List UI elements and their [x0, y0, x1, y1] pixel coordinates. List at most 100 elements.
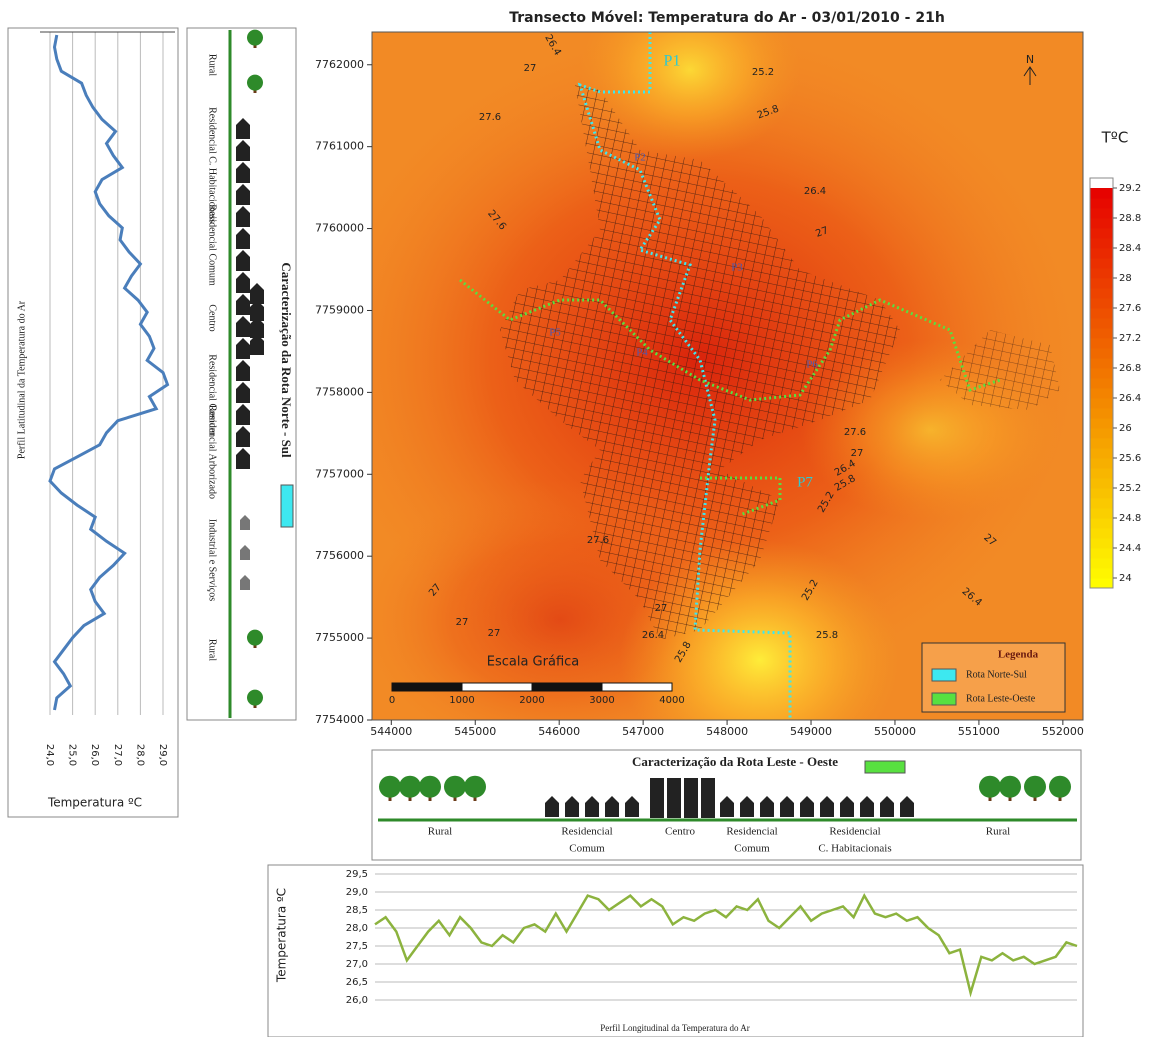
scale-label: 0	[389, 695, 395, 706]
colorbar-title: TºC	[1101, 129, 1129, 147]
x-tick-label: 548000	[706, 725, 748, 738]
north-arrow: N	[1026, 53, 1034, 66]
y-tick-label: 28,0	[346, 923, 368, 934]
zone-label: Residencial Arborizado	[207, 405, 218, 499]
contour-label: 25.2	[752, 67, 774, 78]
colorbar-segment	[1090, 248, 1113, 259]
x-tick-label: 549000	[790, 725, 832, 738]
figure: 26.42725.227.625.826.427.62727.62726.425…	[0, 0, 1150, 1037]
colorbar-segment	[1090, 488, 1113, 499]
y-tick-label: 7757000	[315, 467, 364, 480]
colorbar-segment	[1090, 218, 1113, 229]
contour-label: 27	[851, 448, 864, 459]
colorbar-segment	[1090, 418, 1113, 429]
pictogram-tree	[1049, 776, 1071, 798]
point-label: P7	[797, 474, 813, 490]
zone-label: Industrial e Serviços	[207, 519, 218, 601]
contour-label: 27	[524, 63, 537, 74]
colorbar-segment	[1090, 268, 1113, 279]
contour-label: 27.6	[844, 427, 866, 438]
contour-label: 27	[655, 603, 668, 614]
y-tick-label: 7760000	[315, 222, 364, 235]
scale-segment	[532, 683, 602, 691]
y-tick-label: 7762000	[315, 58, 364, 71]
pictogram-tree	[247, 630, 263, 646]
pictogram-tree	[399, 776, 421, 798]
y-tick-label: 27,0	[346, 959, 368, 970]
zone-label: Centro	[665, 826, 695, 838]
x-tick-label: 24,0	[44, 744, 55, 766]
scale-title: Escala Gráfica	[487, 655, 580, 670]
x-tick-label: 544000	[370, 725, 412, 738]
pictogram-tree	[1024, 776, 1046, 798]
axis-label: Temperatura ºC	[47, 796, 142, 810]
legend-swatch	[932, 669, 956, 681]
colorbar-label: 28.4	[1119, 243, 1141, 254]
colorbar-segment	[1090, 328, 1113, 339]
colorbar-segment	[1090, 468, 1113, 479]
colorbar-label: 26	[1119, 423, 1132, 434]
x-tick-label: 551000	[958, 725, 1000, 738]
point-label: P3	[731, 262, 743, 274]
point-label: P1	[664, 53, 681, 70]
x-tick-label: 545000	[454, 725, 496, 738]
y-tick-label: 7759000	[315, 303, 364, 316]
x-tick-label: 28,0	[134, 744, 145, 766]
colorbar-segment	[1090, 498, 1113, 509]
colorbar-segment	[1090, 478, 1113, 489]
colorbar-segment	[1090, 428, 1113, 439]
colorbar-label: 24.8	[1119, 513, 1141, 524]
colorbar-label: 26.4	[1119, 393, 1141, 404]
zone-label: Rural	[986, 826, 1010, 838]
colorbar-segment	[1090, 518, 1113, 529]
colorbar-label: 25.2	[1119, 483, 1141, 494]
contour-label: 27.6	[479, 112, 501, 123]
zone-label: Rural	[207, 54, 218, 76]
pictogram-tree	[247, 75, 263, 91]
y-tick-label: 7761000	[315, 140, 364, 153]
y-tick-label: 28,5	[346, 905, 368, 916]
colorbar-label: 26.8	[1119, 363, 1141, 374]
colorbar-segment	[1090, 548, 1113, 559]
colorbar-segment	[1090, 318, 1113, 329]
colorbar-segment	[1090, 378, 1113, 389]
pictogram-building	[684, 778, 698, 818]
scale-label: 4000	[659, 695, 684, 706]
y-tick-label: 29,0	[346, 887, 368, 898]
legend-title: Legenda	[998, 649, 1039, 661]
colorbar-segment	[1090, 568, 1113, 579]
pictogram-building	[701, 778, 715, 818]
chart-title: Perfil Latitudinal da Temperatura do Ar	[16, 300, 27, 459]
scale-label: 3000	[589, 695, 614, 706]
strip-title: Caracterização da Rota Leste - Oeste	[632, 754, 838, 769]
strip-key	[281, 485, 293, 527]
colorbar-segment	[1090, 258, 1113, 269]
contour-label: 27	[456, 617, 469, 628]
contour-label: 25.8	[816, 630, 838, 641]
pictogram-tree	[247, 30, 263, 46]
y-tick-label: 27,5	[346, 941, 368, 952]
colorbar-segment	[1090, 338, 1113, 349]
colorbar-segment	[1090, 528, 1113, 539]
y-tick-label: 7756000	[315, 549, 364, 562]
latitudinal-panel	[8, 28, 178, 817]
colorbar-segment	[1090, 208, 1113, 219]
x-tick-label: 27,0	[112, 744, 123, 766]
colorbar-label: 27.6	[1119, 303, 1141, 314]
pictogram-tree	[247, 690, 263, 706]
colorbar-segment	[1090, 228, 1113, 239]
zone-label: Rural	[207, 639, 218, 661]
zone-label: Residencial	[561, 826, 612, 838]
y-tick-label: 7755000	[315, 631, 364, 644]
contour-label: 27	[488, 628, 501, 639]
colorbar-segment	[1090, 538, 1113, 549]
point-label: P2	[634, 152, 646, 164]
pictogram-building	[650, 778, 664, 818]
zone-label: Comum	[734, 843, 770, 855]
scale-segment	[392, 683, 462, 691]
y-tick-label: 26,5	[346, 977, 368, 988]
axis-label: Temperatura ºC	[275, 888, 289, 983]
pictogram-tree	[379, 776, 401, 798]
colorbar-segment	[1090, 408, 1113, 419]
zone-label: Comum	[569, 843, 605, 855]
